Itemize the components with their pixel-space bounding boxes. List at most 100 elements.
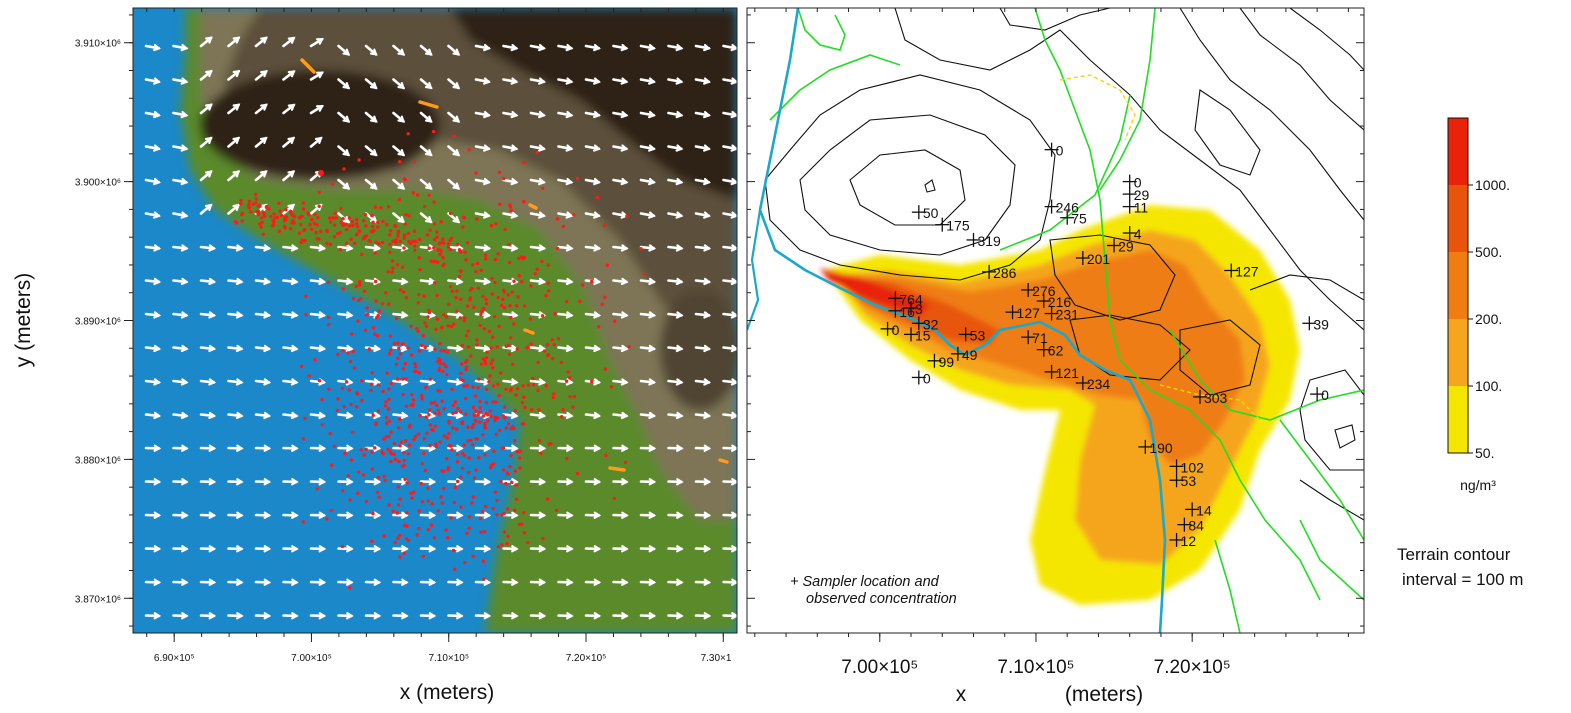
particle: [507, 242, 511, 247]
wind-vector: [364, 378, 382, 386]
particle: [424, 324, 429, 329]
wind-vector: [364, 44, 378, 56]
particle: [484, 257, 488, 261]
particle: [519, 255, 524, 259]
wind-vector: [172, 110, 189, 119]
wind-vector: [584, 177, 601, 186]
wind-vector: [309, 277, 327, 286]
particle: [330, 182, 335, 186]
wind-vector: [394, 647, 407, 652]
sampler-value: 0: [892, 322, 900, 338]
particle: [546, 281, 550, 285]
particle: [396, 234, 400, 238]
particle: [474, 269, 478, 274]
wind-vector: [447, 545, 464, 553]
particle: [403, 177, 407, 182]
particle: [525, 345, 530, 349]
wind-vector: [667, 378, 684, 386]
source-marker: [523, 328, 535, 335]
wind-vector: [612, 378, 629, 386]
particle: [330, 463, 334, 467]
particle: [502, 405, 507, 409]
wind-vector: [199, 69, 213, 81]
particle: [452, 322, 456, 326]
wind-vector: [584, 211, 601, 219]
wind-vector: [557, 144, 574, 152]
wind-vector: [502, 43, 519, 52]
particle: [325, 228, 329, 232]
particle: [461, 378, 465, 383]
particle: [376, 313, 380, 318]
particle: [529, 342, 533, 346]
wind-vector: [282, 478, 299, 486]
sampler-marker: 0: [1044, 142, 1064, 159]
particle: [447, 302, 451, 306]
particle: [327, 216, 332, 220]
wind-vector: [529, 411, 547, 420]
particle: [401, 377, 405, 381]
particle: [376, 383, 381, 387]
wind-vector: [502, 444, 519, 452]
particle: [572, 394, 577, 399]
particle: [427, 246, 431, 250]
particle: [491, 400, 495, 404]
particle: [436, 388, 440, 393]
particle: [523, 405, 527, 410]
particle: [565, 456, 569, 461]
wind-vector: [144, 277, 162, 286]
particle: [407, 443, 412, 447]
wind-vector: [144, 177, 161, 186]
sampler-marker: 3: [904, 301, 923, 317]
particle: [449, 444, 453, 448]
particle: [509, 316, 513, 320]
wind-vector: [421, 647, 434, 652]
wind-vector: [172, 244, 189, 252]
particle: [432, 411, 437, 415]
wind-vector: [612, 177, 629, 186]
particle: [436, 408, 440, 413]
particle: [370, 539, 374, 543]
particle: [373, 446, 377, 450]
particle: [356, 319, 360, 323]
left-x-tick-label: 7.10×10⁵: [428, 653, 469, 664]
particle: [442, 434, 446, 438]
wind-vector: [199, 277, 217, 286]
wind-vector: [502, 578, 519, 586]
sampler-value: 234: [1087, 376, 1111, 392]
particle: [445, 436, 449, 440]
particle: [398, 352, 403, 356]
particle: [481, 357, 485, 361]
wind-vector: [199, 478, 217, 486]
particle: [564, 379, 569, 383]
particle: [517, 256, 521, 261]
particle: [535, 267, 539, 271]
particle: [494, 222, 498, 226]
particle: [389, 430, 393, 434]
left-y-tick-label: 3.900×10⁶: [75, 178, 121, 189]
left-x-tick-label: 7.00×10⁵: [291, 653, 332, 664]
particle: [487, 380, 491, 384]
particle: [514, 497, 519, 502]
colorbar-segment: [1448, 319, 1468, 386]
wind-vector: [227, 311, 244, 319]
wind-vector: [529, 244, 547, 252]
sampler-value: 53: [1181, 473, 1197, 489]
left-y-tick-label: 3.870×10⁶: [75, 594, 121, 605]
particle: [442, 362, 446, 366]
particle: [495, 498, 499, 503]
particle: [375, 490, 380, 494]
particle: [292, 221, 296, 225]
particle: [491, 335, 495, 339]
wind-vector: [364, 145, 378, 157]
wind-vector: [309, 244, 327, 252]
particle: [476, 413, 480, 417]
wind-vector: [639, 110, 656, 119]
particle: [385, 371, 389, 375]
wind-vector: [612, 545, 629, 553]
particle: [233, 219, 237, 224]
particle: [278, 209, 282, 213]
particle: [428, 408, 432, 412]
wind-vector: [694, 110, 711, 119]
particle: [482, 327, 487, 331]
particle: [439, 249, 443, 253]
